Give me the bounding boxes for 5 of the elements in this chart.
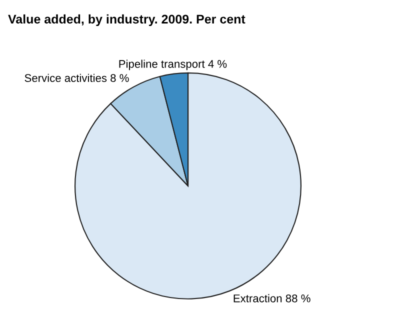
slice-label: Extraction 88 %: [234, 294, 310, 302]
pie-slice: [110, 76, 189, 186]
chart-title: Value added, by industry. 2009. Per cent: [8, 14, 246, 26]
slice-label: Service activities 8 %: [24, 74, 129, 82]
slice-label: Pipeline transport 4 %: [119, 60, 227, 70]
